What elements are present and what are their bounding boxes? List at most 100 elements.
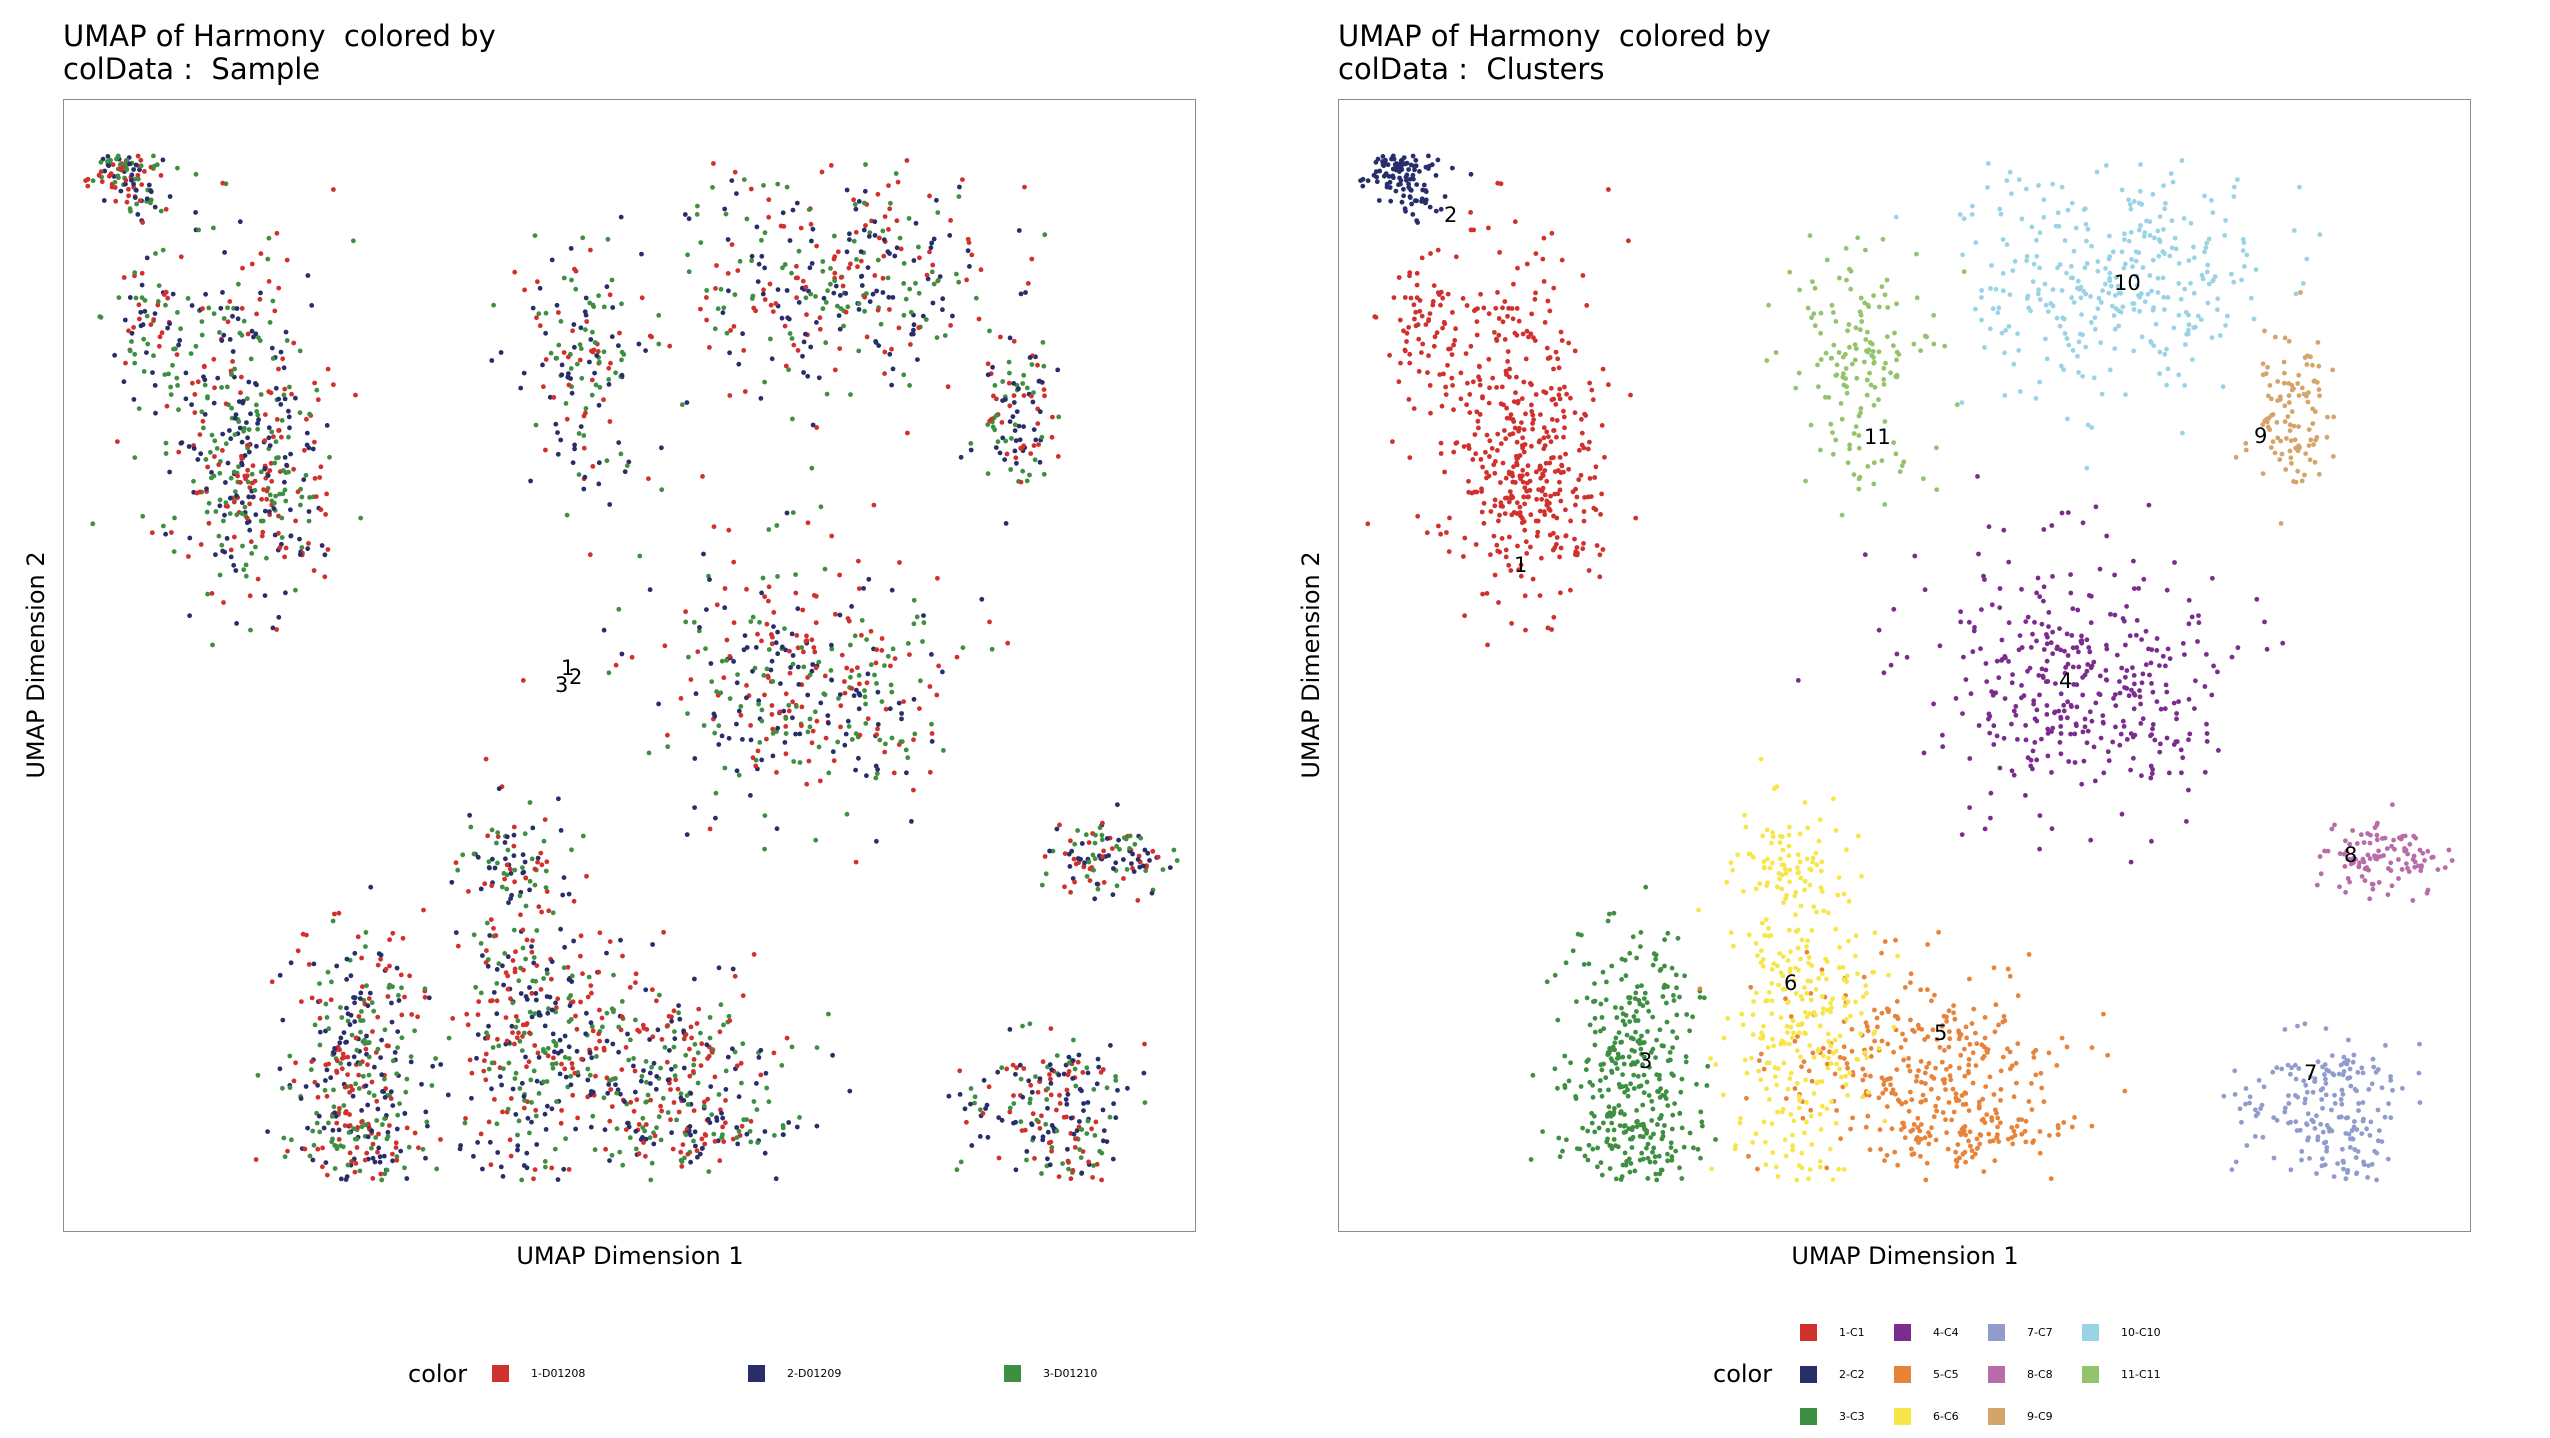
sample-point — [560, 892, 566, 898]
sample-point — [828, 266, 833, 271]
sample-point — [823, 735, 829, 741]
sample-point — [759, 590, 764, 596]
sample-point — [865, 265, 871, 270]
sample-point — [946, 1093, 952, 1099]
sample-point — [773, 1176, 779, 1182]
sample-point — [343, 1177, 349, 1182]
sample-point — [373, 1135, 379, 1140]
sample-point — [681, 1036, 687, 1042]
sample-point — [396, 993, 401, 998]
sample-point — [362, 1157, 368, 1163]
sample-point — [775, 574, 780, 579]
cluster-point — [2122, 1088, 2128, 1094]
sample-point — [657, 992, 662, 998]
cluster-point — [2026, 1099, 2032, 1104]
sample-point — [877, 235, 882, 241]
cluster-point — [1498, 500, 1504, 506]
sample-point — [163, 289, 169, 295]
sample-point — [347, 1150, 353, 1156]
sample-point — [279, 418, 285, 423]
sample-point — [565, 374, 571, 380]
cluster-point — [1930, 1027, 1936, 1033]
cluster-point — [1974, 1136, 1980, 1142]
cluster-point — [2124, 686, 2130, 691]
cluster-point — [2005, 966, 2011, 972]
sample-point — [562, 1066, 568, 1072]
cluster-point — [1989, 689, 1994, 694]
sample-point — [356, 1014, 362, 1019]
sample-point — [794, 200, 800, 206]
sample-point — [167, 469, 172, 475]
sample-point — [234, 493, 239, 499]
sample-point — [644, 1079, 649, 1085]
sample-point — [1099, 1177, 1104, 1183]
cluster-point — [1406, 167, 1411, 172]
sample-point — [810, 728, 816, 734]
sample-point — [382, 1171, 388, 1177]
sample-point — [297, 348, 303, 354]
sample-point — [536, 904, 542, 910]
cluster-point — [1474, 332, 1480, 338]
sample-point — [789, 631, 795, 637]
sample-point — [719, 733, 725, 739]
sample-point — [658, 1103, 663, 1109]
sample-point — [874, 838, 879, 844]
cluster-point — [1639, 1150, 1645, 1156]
sample-point — [541, 838, 547, 844]
sample-point — [535, 1050, 541, 1056]
cluster-point — [1555, 1085, 1560, 1091]
sample-point — [794, 1124, 800, 1130]
sample-point — [671, 1008, 677, 1014]
cluster-point — [2028, 763, 2034, 769]
sample-point — [176, 407, 181, 413]
cluster-point — [1415, 513, 1421, 519]
sample-point — [977, 1134, 983, 1139]
cluster-point — [2137, 688, 2142, 693]
sample-point — [324, 1067, 330, 1073]
sample-point — [643, 1153, 648, 1159]
cluster-point — [1893, 1091, 1898, 1097]
cluster-point — [1627, 1136, 1633, 1142]
sample-point — [526, 1059, 532, 1065]
sample-point — [455, 943, 461, 949]
cluster-point — [1625, 1093, 1631, 1099]
cluster-point — [1572, 552, 1578, 557]
sample-point — [669, 1130, 674, 1136]
sample-point — [987, 619, 992, 625]
sample-point — [249, 471, 255, 477]
sample-point — [193, 171, 199, 177]
sample-point — [331, 1051, 337, 1056]
cluster-point — [1962, 1124, 1968, 1129]
cluster-point — [1879, 1075, 1885, 1081]
sample-point — [140, 513, 146, 519]
sample-point — [269, 979, 275, 985]
sample-point — [332, 1166, 338, 1171]
cluster-point — [1598, 512, 1603, 517]
cluster-point — [1620, 1018, 1626, 1024]
sample-point — [766, 197, 772, 203]
sample-point — [923, 317, 929, 322]
sample-point — [1029, 393, 1034, 399]
cluster-point — [1620, 1162, 1626, 1168]
sample-point — [466, 889, 471, 894]
cluster-point — [2098, 735, 2104, 741]
cluster-point — [1620, 1054, 1626, 1060]
sample-point — [1049, 434, 1055, 440]
cluster-point — [1958, 1032, 1964, 1037]
cluster-point — [1908, 980, 1913, 985]
sample-point — [303, 472, 309, 478]
sample-point — [146, 182, 152, 188]
sample-point — [553, 421, 559, 427]
sample-point — [903, 747, 909, 753]
sample-point — [772, 1133, 777, 1138]
sample-point — [724, 637, 730, 643]
cluster-point — [1605, 1136, 1610, 1142]
cluster-point — [1698, 1109, 1704, 1115]
cluster-point — [1581, 518, 1587, 524]
cluster-point — [1581, 962, 1587, 967]
cluster-point — [1540, 1129, 1545, 1134]
sample-point — [494, 1011, 500, 1017]
cluster-point — [1909, 1097, 1915, 1103]
cluster-point — [1616, 1030, 1622, 1035]
sample-point — [753, 763, 759, 769]
